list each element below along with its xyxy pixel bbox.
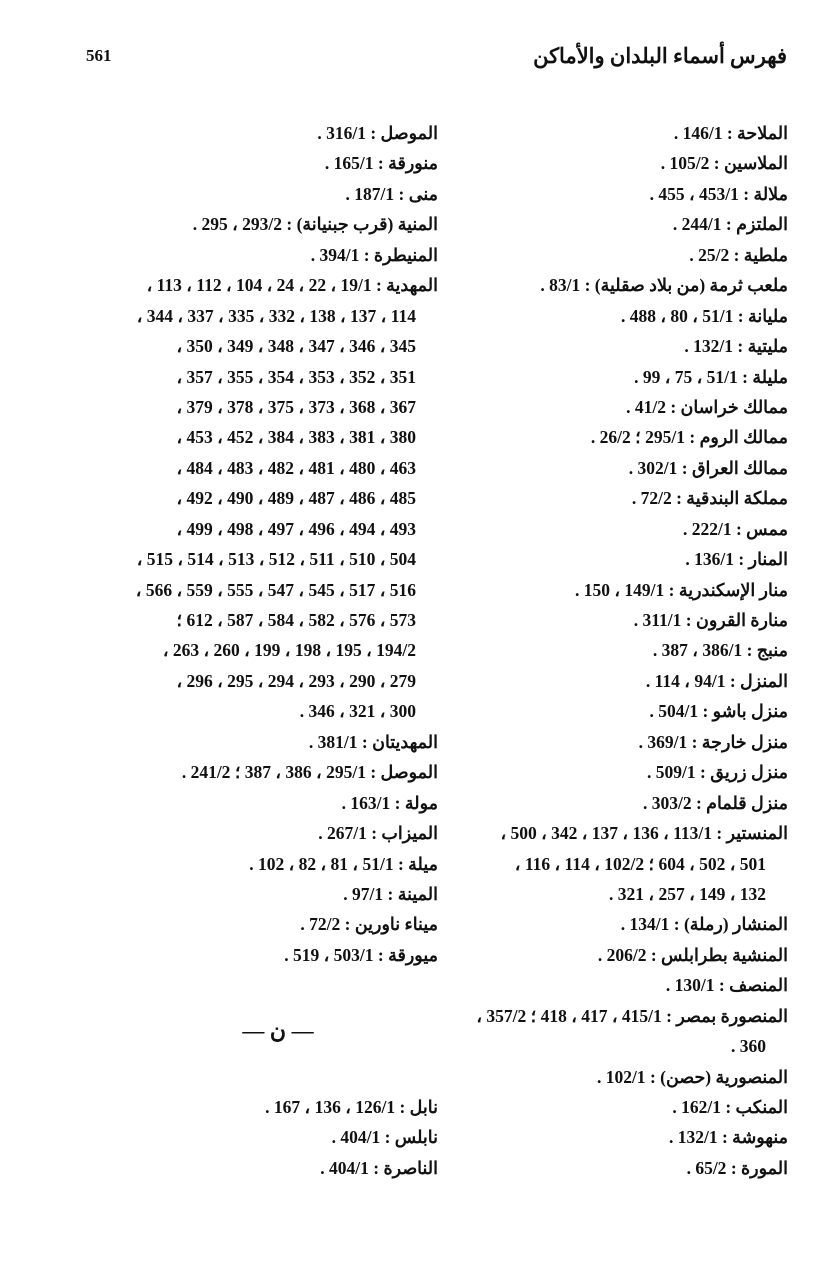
- index-entry: مولة : 163/1 .: [341, 792, 438, 813]
- index-entry: ميلة : 51/1 ، 81 ، 82 ، 102 .: [249, 853, 438, 874]
- index-entry: الملاسين : 105/2 .: [660, 153, 788, 174]
- index-entry: منبج : 386/1 ، 387 .: [652, 640, 788, 661]
- index-entry: المنية (قرب جبنيانة) : 293/2 ، 295 .: [192, 214, 438, 235]
- index-entry: منزل خارجة : 369/1 .: [638, 731, 788, 752]
- index-entry: ملطية : 25/2 .: [689, 244, 788, 265]
- index-column-left: الموصل : 316/1 . منورقة : 165/1 . منى : 18…: [58, 118, 438, 1183]
- index-entry-continuation: 345 ، 346 ، 347 ، 348 ، 349 ، 350 ،: [176, 336, 416, 357]
- index-entry: منارة القرون : 311/1 .: [633, 610, 788, 630]
- index-entry: منزل زريق : 509/1 .: [647, 762, 788, 783]
- index-entry: ميناء ناورين : 72/2 .: [300, 914, 438, 935]
- index-entry: نابل : 126/1 ، 136 ، 167 .: [265, 1096, 438, 1117]
- index-entry: نابلس : 404/1 .: [331, 1127, 438, 1148]
- index-entry-continuation: 194/2 ، 195 ، 198 ، 199 ، 260 ، 263 ،: [162, 640, 416, 661]
- index-entry: ممالك خراسان : 41/2 .: [626, 396, 788, 417]
- index-entry-continuation: 132 ، 149 ، 257 ، 321 .: [609, 883, 766, 904]
- index-entry: منار الإسكندرية : 149/1 ، 150 .: [574, 579, 788, 600]
- section-letter-heading: — ن —: [242, 1017, 314, 1043]
- running-title: فهرس أسماء البلدان والأماكن: [533, 44, 787, 68]
- index-entry: الناصرة : 404/1 .: [320, 1157, 438, 1178]
- index-entry-continuation: 485 ، 486 ، 487 ، 489 ، 490 ، 492 ،: [176, 488, 416, 509]
- index-entry-continuation: 463 ، 480 ، 481 ، 482 ، 483 ، 484 ،: [176, 457, 416, 478]
- index-entry-continuation: 351 ، 352 ، 353 ، 354 ، 355 ، 357 ،: [176, 366, 416, 387]
- index-entry: ملعب ثرمة (من بلاد صقلية) : 83/1 .: [540, 275, 788, 296]
- index-entry: منى : 187/1 .: [345, 183, 438, 204]
- index-entry: الموصل : 316/1 .: [317, 123, 438, 143]
- index-entry: المنيطرة : 394/1 .: [310, 244, 438, 265]
- index-entry: المنكب : 162/1 .: [672, 1097, 788, 1117]
- spacer: [58, 970, 438, 1000]
- index-entry: ممالك العراق : 302/1 .: [628, 457, 788, 478]
- index-entry: مليلة : 51/1 ، 75 ، 99 .: [634, 366, 788, 387]
- index-entry: منورقة : 165/1 .: [324, 153, 438, 174]
- index-entry: المنشية بطرابلس : 206/2 .: [597, 944, 788, 965]
- page-number: 561: [86, 46, 112, 65]
- index-entry-continuation: 501 ، 502 ، 604 ؛ 102/2 ، 114 ، 116 ،: [514, 853, 766, 874]
- index-entry: المنستير : 113/1 ، 136 ، 137 ، 342 ، 500…: [500, 823, 788, 844]
- index-entry-continuation: 493 ، 494 ، 496 ، 497 ، 498 ، 499 ،: [176, 518, 416, 539]
- index-entry-continuation: 279 ، 290 ، 293 ، 294 ، 295 ، 296 ،: [176, 670, 416, 691]
- index-entry-continuation: 573 ، 576 ، 582 ، 584 ، 587 ، 612 ؛: [176, 610, 416, 630]
- index-entry-continuation: 504 ، 510 ، 511 ، 512 ، 513 ، 514 ، 515 …: [136, 549, 416, 570]
- index-entry: منزل قلمام : 303/2 .: [642, 792, 788, 813]
- index-entry: مملكة البندقية : 72/2 .: [631, 488, 788, 509]
- index-entry: الميزاب : 267/1 .: [318, 823, 438, 844]
- index-entry: المنشار (رملة) : 134/1 .: [620, 914, 788, 935]
- index-entry: الملتزم : 244/1 .: [672, 214, 788, 235]
- index-entry: ممس : 222/1 .: [682, 518, 788, 539]
- index-entry: منهوشة : 132/1 .: [668, 1127, 788, 1148]
- index-entry-continuation: 380 ، 381 ، 383 ، 384 ، 452 ، 453 ،: [176, 427, 416, 448]
- index-entry: المهدية : 19/1 ، 22 ، 24 ، 104 ، 112 ، 1…: [146, 275, 438, 296]
- index-entry: المنزل : 94/1 ، 114 .: [645, 670, 788, 691]
- index-entry: مليانة : 51/1 ، 80 ، 488 .: [620, 305, 788, 326]
- index-entry: المنار : 136/1 .: [685, 549, 788, 570]
- index-entry: المنصورة بمصر : 415/1 ، 417 ، 418 ؛ 357/…: [476, 1005, 788, 1026]
- index-column-right: الملاحة : 146/1 . الملاسين : 105/2 . ملالة…: [388, 118, 788, 1183]
- index-entry: المنصف : 130/1 .: [665, 975, 788, 996]
- index-entry: ممالك الروم : 295/1 ؛ 26/2 .: [590, 427, 788, 448]
- index-entry: الملاحة : 146/1 .: [673, 123, 788, 143]
- index-entry-continuation: 360 .: [731, 1036, 766, 1057]
- index-entry: المينة : 97/1 .: [343, 883, 438, 904]
- index-entry: مليتية : 132/1 .: [684, 336, 788, 357]
- index-entry: ميورقة : 503/1 ، 519 .: [284, 944, 438, 965]
- index-entry-continuation: 516 ، 517 ، 545 ، 547 ، 555 ، 559 ، 566 …: [135, 579, 416, 600]
- index-entry: منزل باشو : 504/1 .: [649, 701, 788, 722]
- index-entry-continuation: 300 ، 321 ، 346 .: [299, 701, 416, 722]
- index-entry-continuation: 114 ، 137 ، 138 ، 332 ، 335 ، 337 ، 344 …: [136, 305, 416, 326]
- index-entry: الموصل : 295/1 ، 386 ، 387 ؛ 241/2 .: [181, 762, 438, 783]
- index-entry: ملالة : 453/1 ، 455 .: [649, 183, 788, 204]
- index-entry: المهديتان : 381/1 .: [308, 731, 438, 752]
- index-entry: المورة : 65/2 .: [686, 1157, 788, 1178]
- index-entry: المنصورية (حصن) : 102/1 .: [596, 1066, 788, 1087]
- index-entry-continuation: 367 ، 368 ، 373 ، 375 ، 378 ، 379 ،: [176, 396, 416, 417]
